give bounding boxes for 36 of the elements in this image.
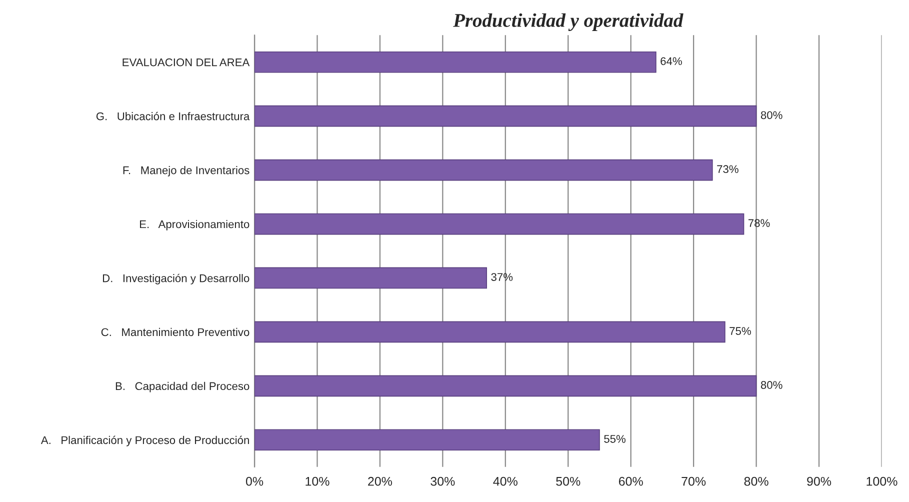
y-tick-label: A. Planificación y Proceso de Producción <box>40 436 249 446</box>
data-label: 64% <box>660 57 682 66</box>
data-label: 37% <box>491 273 513 281</box>
x-tick-label: 90% <box>807 476 832 486</box>
bar <box>254 159 713 181</box>
bar <box>254 429 600 451</box>
x-tick-label: 70% <box>682 476 706 486</box>
bar <box>254 375 757 397</box>
y-tick-label: F. Manejo de Inventarios <box>123 166 250 176</box>
data-label: 80% <box>760 111 782 120</box>
data-label: 75% <box>730 327 751 335</box>
x-tick-label: 30% <box>430 476 455 486</box>
data-label: 73% <box>717 165 738 174</box>
y-tick-label: B. Capacidad del Proceso <box>116 382 250 392</box>
bar <box>254 213 744 235</box>
y-tick-label: C. Mantenimiento Preventivo <box>101 328 250 336</box>
y-tick-label: G. Ubicación e Infraestructura <box>96 112 250 120</box>
data-label: 78% <box>748 219 770 227</box>
data-label: 80% <box>760 381 782 389</box>
x-tick-label: 50% <box>556 476 580 486</box>
bar <box>254 321 726 343</box>
x-tick-label: 60% <box>618 476 643 486</box>
x-tick-label: 20% <box>368 476 392 486</box>
x-tick-label: 10% <box>306 476 330 486</box>
y-tick-label: D. Investigación y Desarrollo <box>102 274 250 284</box>
bar <box>254 105 757 127</box>
x-tick-label: 0% <box>246 476 264 486</box>
bar <box>254 51 656 73</box>
bar <box>254 267 488 289</box>
x-tick-label: 40% <box>493 476 518 486</box>
y-tick-label: EVALUACION DEL AREA <box>122 58 250 66</box>
x-tick-label: 80% <box>744 476 768 486</box>
x-tick-label: 100% <box>866 476 898 486</box>
data-label: 55% <box>604 435 626 443</box>
y-tick-label: E. Aprovisionamiento <box>140 220 250 230</box>
chart-title: Productividad y operatividad <box>453 13 684 31</box>
